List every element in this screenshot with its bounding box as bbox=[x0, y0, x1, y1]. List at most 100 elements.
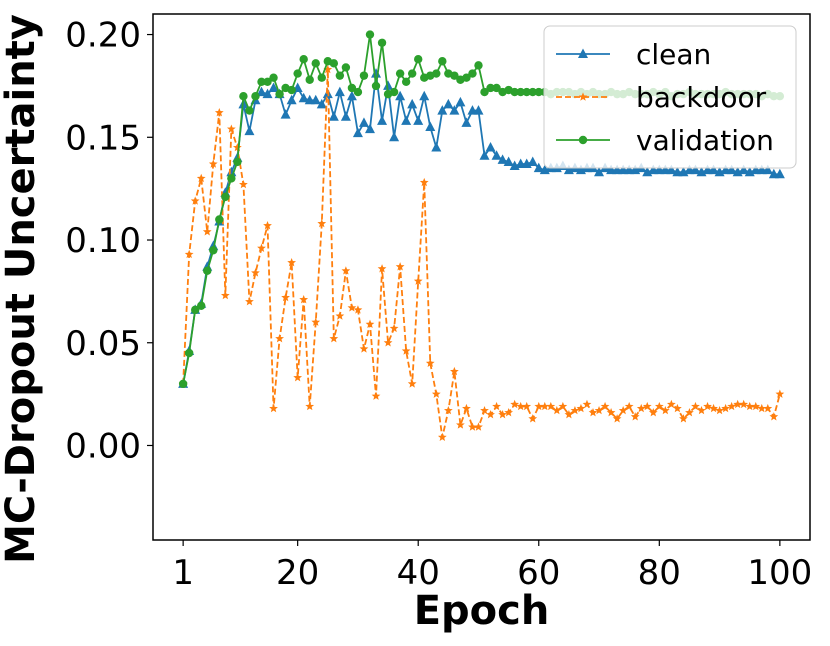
data-point-clean bbox=[485, 142, 496, 152]
data-point-clean bbox=[371, 68, 382, 78]
data-point-backdoor bbox=[311, 317, 321, 326]
data-point-backdoor bbox=[751, 401, 761, 411]
data-point-validation bbox=[510, 87, 519, 97]
data-point-clean bbox=[666, 164, 677, 175]
data-point-backdoor bbox=[504, 408, 513, 417]
data-point-clean bbox=[340, 111, 351, 121]
data-point-backdoor bbox=[648, 408, 658, 417]
data-point-backdoor bbox=[552, 405, 562, 415]
data-point-validation bbox=[432, 69, 441, 78]
y-tick-label: 0.10 bbox=[65, 221, 141, 261]
data-point-clean bbox=[479, 150, 490, 160]
data-point-backdoor bbox=[220, 290, 230, 300]
data-point-validation bbox=[516, 87, 525, 97]
y-tick-label: 0.15 bbox=[65, 118, 141, 158]
data-point-backdoor bbox=[347, 303, 357, 312]
data-point-backdoor bbox=[721, 403, 730, 413]
data-point-backdoor bbox=[666, 399, 676, 409]
data-point-backdoor bbox=[660, 405, 670, 415]
data-point-clean bbox=[690, 164, 701, 175]
data-point-validation bbox=[184, 348, 194, 358]
data-point-clean bbox=[497, 154, 508, 164]
data-point-validation bbox=[371, 81, 381, 91]
x-tick-label: 80 bbox=[638, 553, 681, 593]
data-point-backdoor bbox=[727, 401, 737, 411]
data-point-backdoor bbox=[335, 311, 345, 320]
data-point-validation bbox=[269, 73, 278, 82]
x-tick-label: 40 bbox=[397, 553, 440, 593]
data-point-backdoor bbox=[275, 334, 284, 343]
data-point-validation bbox=[414, 55, 423, 64]
data-point-clean bbox=[413, 115, 424, 125]
data-point-validation bbox=[486, 83, 495, 93]
data-point-backdoor bbox=[594, 405, 604, 415]
data-point-validation bbox=[353, 87, 363, 97]
data-point-clean bbox=[328, 111, 339, 121]
data-point-backdoor bbox=[287, 258, 297, 267]
data-point-clean bbox=[738, 164, 749, 175]
data-point-backdoor bbox=[763, 403, 773, 413]
data-point-validation bbox=[389, 87, 399, 97]
data-point-validation bbox=[450, 71, 459, 80]
data-point-backdoor bbox=[462, 403, 471, 413]
data-point-backdoor bbox=[606, 408, 616, 417]
data-point-validation bbox=[221, 192, 230, 202]
data-point-backdoor bbox=[480, 405, 489, 415]
data-point-clean bbox=[527, 156, 538, 166]
data-point-backdoor bbox=[413, 276, 423, 285]
data-point-backdoor bbox=[757, 403, 767, 413]
data-point-validation bbox=[329, 59, 339, 68]
x-tick-label: 60 bbox=[517, 553, 560, 593]
data-point-validation bbox=[293, 69, 302, 78]
data-point-backdoor bbox=[353, 305, 363, 314]
data-point-backdoor bbox=[456, 420, 465, 429]
data-point-backdoor bbox=[534, 401, 544, 411]
data-point-validation bbox=[347, 83, 357, 93]
data-point-clean bbox=[774, 168, 785, 179]
data-point-backdoor bbox=[245, 297, 254, 306]
data-point-backdoor bbox=[202, 227, 212, 236]
data-point-backdoor bbox=[437, 432, 447, 441]
data-point-clean bbox=[437, 105, 448, 115]
data-point-validation bbox=[480, 87, 489, 97]
data-point-backdoor bbox=[329, 334, 339, 343]
data-point-clean bbox=[310, 94, 321, 105]
data-point-backdoor bbox=[745, 401, 755, 411]
x-tick-label: 100 bbox=[747, 553, 812, 593]
data-point-backdoor bbox=[389, 323, 399, 333]
legend-label-backdoor: backdoor bbox=[636, 81, 767, 114]
data-point-backdoor bbox=[546, 401, 556, 411]
data-point-validation bbox=[492, 83, 501, 93]
data-point-validation bbox=[359, 71, 369, 80]
data-point-validation bbox=[311, 59, 320, 68]
data-point-backdoor bbox=[383, 338, 393, 347]
data-point-backdoor bbox=[263, 221, 272, 230]
legend-label-validation: validation bbox=[636, 124, 774, 157]
data-point-clean bbox=[383, 80, 394, 90]
data-point-backdoor bbox=[419, 177, 429, 187]
data-point-validation bbox=[401, 77, 411, 87]
legend-marker-clean bbox=[578, 48, 588, 58]
axis-ticks: 1 20 40 60 80 100 0.00 0.05 0.10 0.15 0.20 bbox=[65, 16, 812, 593]
data-point-clean bbox=[389, 131, 400, 142]
data-point-backdoor bbox=[468, 422, 477, 431]
data-point-backdoor bbox=[323, 64, 333, 74]
data-point-validation bbox=[407, 69, 417, 78]
data-point-validation bbox=[227, 174, 236, 183]
data-point-backdoor bbox=[769, 412, 779, 421]
data-point-clean bbox=[449, 105, 460, 115]
y-tick-label: 0.05 bbox=[65, 324, 141, 364]
data-point-validation bbox=[365, 30, 375, 39]
data-point-validation bbox=[233, 157, 242, 167]
data-point-backdoor bbox=[431, 389, 441, 398]
data-point-backdoor bbox=[612, 414, 622, 423]
data-point-backdoor bbox=[257, 243, 266, 252]
x-tick-label: 20 bbox=[276, 553, 319, 593]
legend-marker-validation bbox=[578, 135, 588, 145]
data-point-backdoor bbox=[226, 124, 236, 133]
data-point-backdoor bbox=[715, 405, 724, 415]
data-point-clean bbox=[358, 117, 369, 127]
data-point-clean bbox=[364, 123, 375, 134]
data-point-backdoor bbox=[371, 391, 381, 400]
